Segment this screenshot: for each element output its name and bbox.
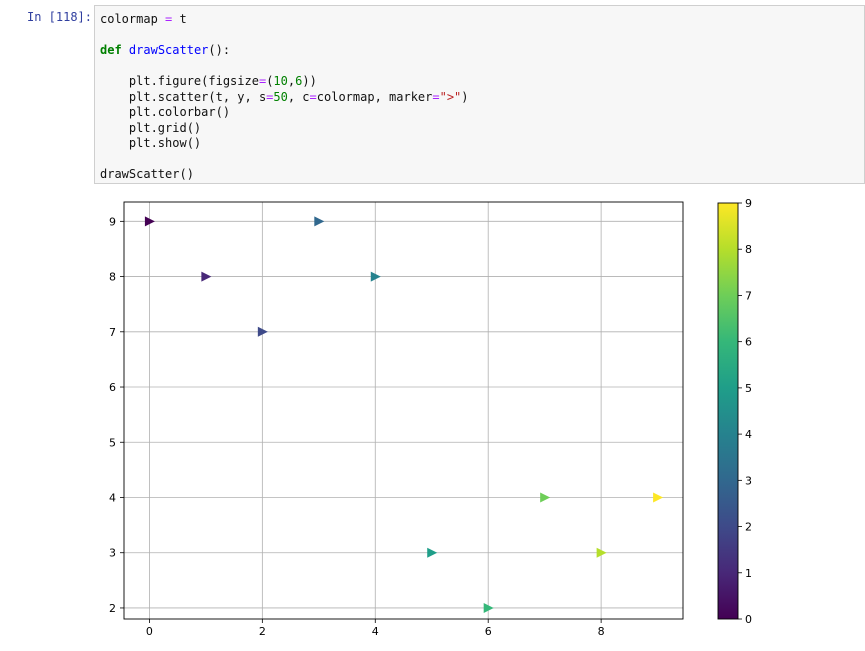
- colorbar-tick-label: 5: [745, 382, 752, 395]
- scatter-point: [653, 492, 664, 503]
- plot-area: [124, 202, 683, 619]
- code-line-blank: [100, 152, 469, 168]
- x-tick-label: 4: [372, 625, 379, 638]
- colorbar-tick-label: 9: [745, 197, 752, 210]
- colorbar-tick-label: 3: [745, 474, 752, 487]
- colorbar-tick-label: 8: [745, 243, 752, 256]
- code-line-1: colormap = t: [100, 12, 187, 26]
- scatter-point: [314, 216, 325, 227]
- y-tick-label: 8: [109, 271, 116, 284]
- scatter-point: [201, 271, 212, 282]
- code-editor[interactable]: colormap = t def drawScatter(): plt.figur…: [100, 12, 469, 183]
- code-line-blank: [100, 59, 469, 75]
- colorbar-tick-label: 1: [745, 567, 752, 580]
- code-line-7: plt.show(): [100, 136, 202, 150]
- scatter-point: [540, 492, 551, 503]
- cell-output: 0 2 4 6 8 2 3 4 5 6 7 8 9 0 1 2 3 4 5 6 7 8 9: [94, 190, 865, 647]
- x-tick-label: 8: [598, 625, 605, 638]
- scatter-point: [596, 547, 607, 558]
- scatter-point: [257, 326, 268, 337]
- axes-frame: [123, 201, 684, 620]
- code-line-blank: [100, 28, 469, 44]
- colorbar-tick-label: 6: [745, 336, 752, 349]
- cell-prompt: In [118]:: [26, 10, 92, 24]
- scatter-point: [144, 216, 155, 227]
- y-tick-label: 3: [109, 547, 116, 560]
- scatter-point: [483, 602, 494, 613]
- colorbar: [717, 202, 739, 620]
- x-tick-label: 6: [485, 625, 492, 638]
- scatter-chart: 0 2 4 6 8 2 3 4 5 6 7 8 9 0 1 2 3 4 5 6 7 8 9: [109, 197, 752, 638]
- code-line-2: def drawScatter():: [100, 43, 231, 57]
- colorbar-tick-label: 0: [745, 613, 752, 626]
- colorbar-tick-label: 4: [745, 428, 752, 441]
- scatter-point: [370, 271, 381, 282]
- y-tick-label: 2: [109, 602, 116, 615]
- y-tick-label: 4: [109, 491, 116, 504]
- x-tick-label: 2: [259, 625, 266, 638]
- y-tick-label: 5: [109, 436, 116, 449]
- code-line-8: drawScatter(): [100, 167, 194, 181]
- code-cell-input[interactable]: colormap = t def drawScatter(): plt.figur…: [94, 5, 865, 184]
- y-tick-label: 7: [109, 326, 116, 339]
- colorbar-tick-label: 2: [745, 521, 752, 534]
- y-tick-label: 9: [109, 215, 116, 228]
- y-tick-label: 6: [109, 381, 116, 394]
- code-line-4: plt.scatter(t, y, s=50, c=colormap, mark…: [100, 89, 469, 104]
- scatter-point: [427, 547, 438, 558]
- code-line-3: plt.figure(figsize=(10,6)): [100, 74, 317, 88]
- code-line-5: plt.colorbar(): [100, 105, 231, 119]
- colorbar-tick-label: 7: [745, 289, 752, 302]
- x-tick-label: 0: [146, 625, 153, 638]
- code-line-6: plt.grid(): [100, 120, 202, 135]
